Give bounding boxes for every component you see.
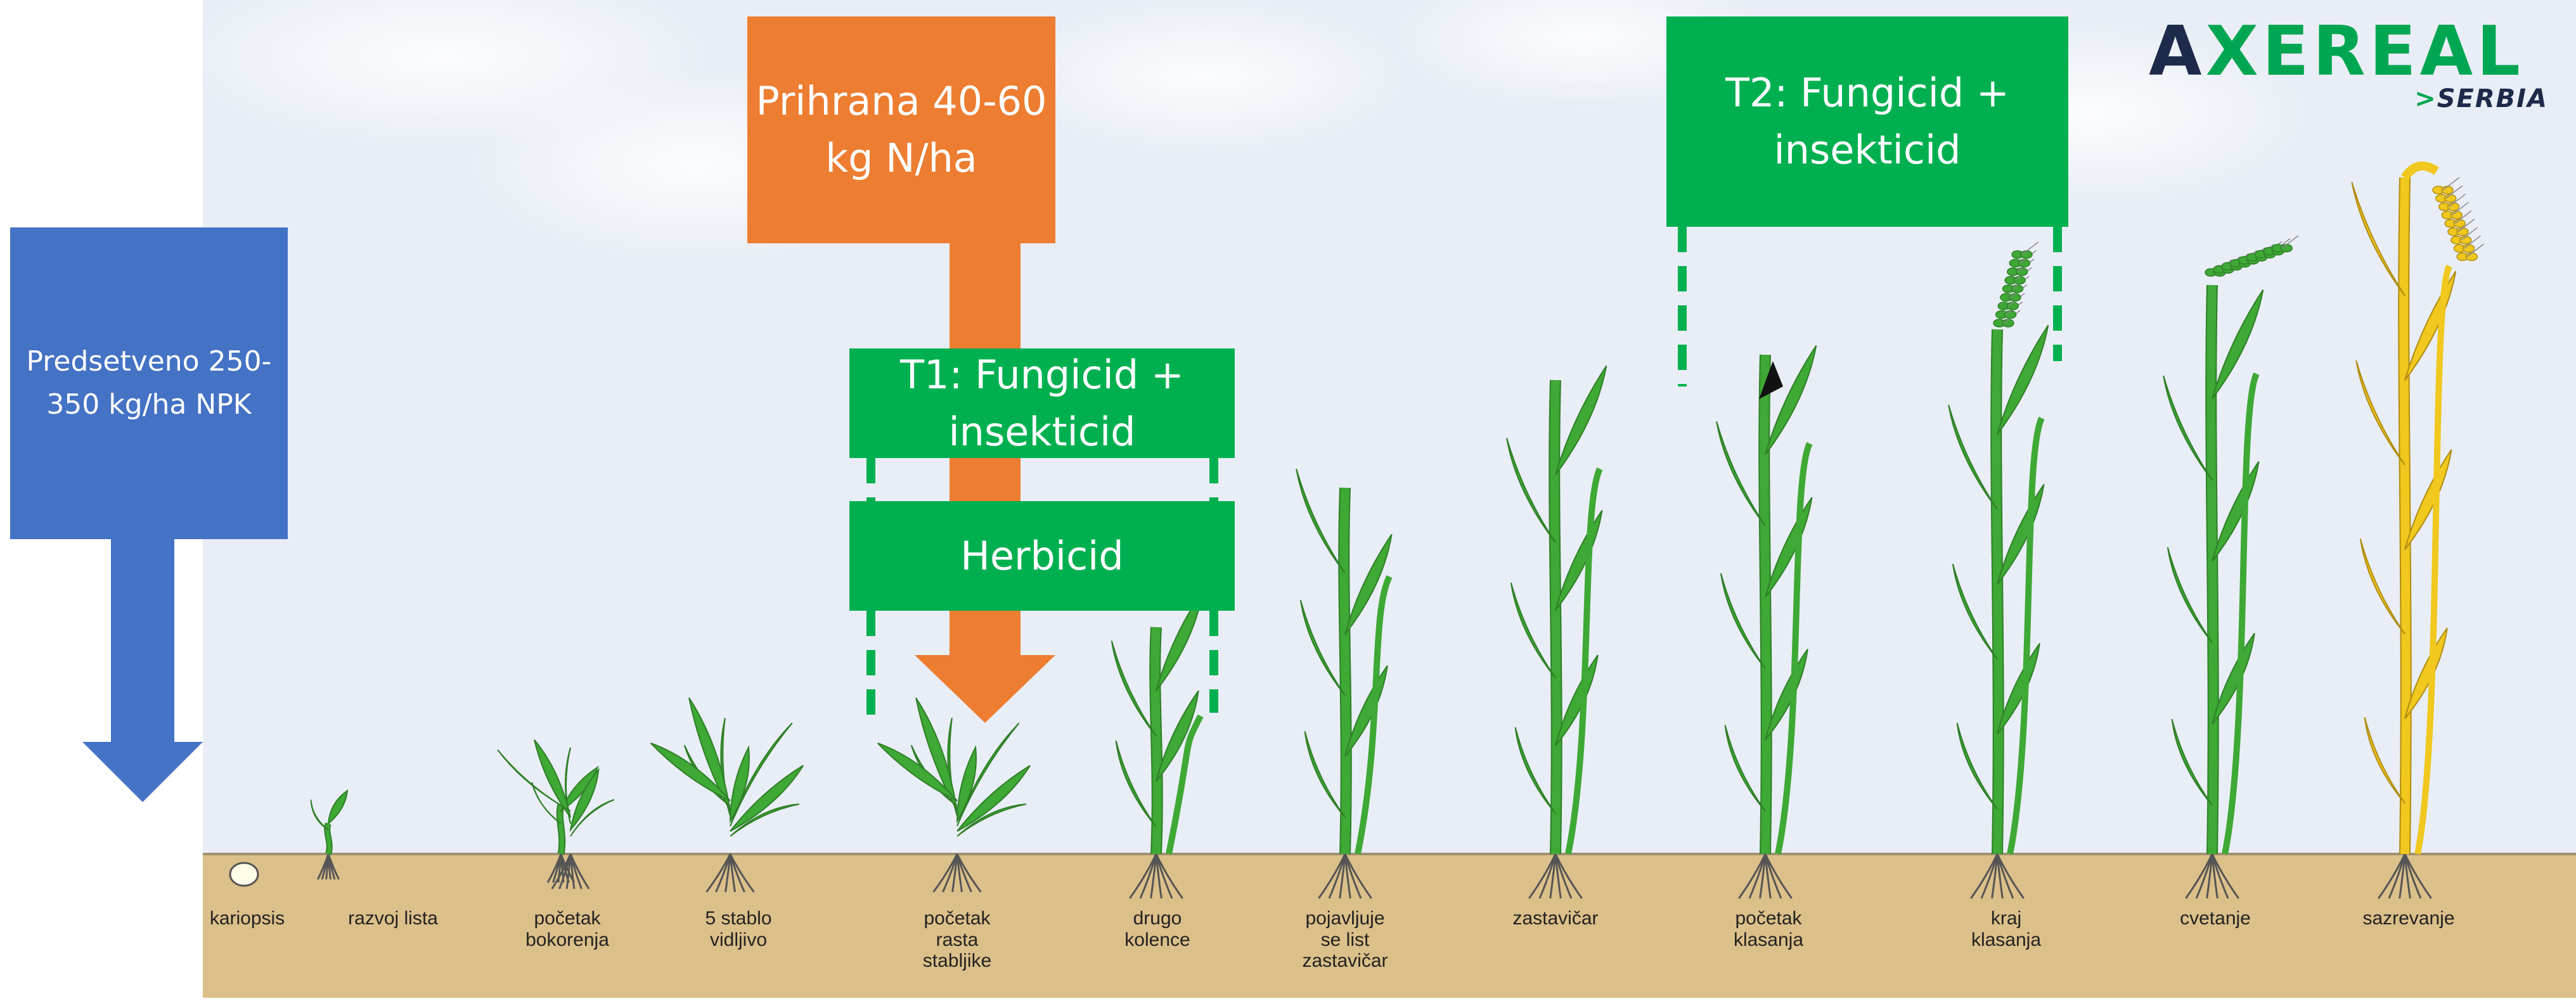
stage-label: razvoj lista xyxy=(348,908,438,929)
presowing-arrow-shaft xyxy=(111,539,174,742)
plant-stage-10 xyxy=(1716,345,1817,899)
plant-stage-5 xyxy=(650,697,804,893)
axereal-logo: AXEREAL >SERBIA xyxy=(2149,12,2561,114)
herbicide-text: Herbicid xyxy=(960,532,1124,579)
topdress-fertilizer-box: Prihrana 40-60 kg N/ha xyxy=(747,16,1055,243)
plant-stage-3 xyxy=(531,765,599,883)
t1-fungicide-box: T1: Fungicid + insekticid xyxy=(849,348,1235,458)
stage-label: kraj klasanja xyxy=(1971,908,2042,950)
stage-label: početak klasanja xyxy=(1733,908,1804,950)
stage-label: početak rasta stabljike xyxy=(922,908,992,972)
plant-stage-13 xyxy=(2351,162,2484,899)
plant-stage-8 xyxy=(1296,468,1393,899)
presowing-fertilizer-box: Predsetveno 250- 350 kg/ha NPK xyxy=(10,227,288,539)
stage-label: kariopsis xyxy=(209,908,285,929)
stage-label: sazrevanje xyxy=(2362,908,2455,929)
plant-stage-11 xyxy=(1948,241,2049,899)
t1-fungicide-text: T1: Fungicid + insekticid xyxy=(900,351,1184,455)
soil-strip xyxy=(203,854,2576,998)
brand-subtitle: >SERBIA xyxy=(2414,84,2548,113)
topdress-arrow-head xyxy=(915,655,1055,723)
plant-stage-9 xyxy=(1506,365,1607,899)
topdress-fertilizer-text: Prihrana 40-60 kg N/ha xyxy=(756,78,1047,181)
stage-label: 5 stablo vidljivo xyxy=(705,908,772,950)
plant-stage-1 xyxy=(229,862,259,887)
stage-label: cvetanje xyxy=(2180,908,2251,929)
stage-label: zastavičar xyxy=(1512,908,1599,929)
stage-label: početak bokorenja xyxy=(525,908,609,950)
plant-stage-4 xyxy=(497,739,615,889)
t2-fungicide-box: T2: Fungicid + insekticid xyxy=(1666,16,2068,227)
plant-stage-12 xyxy=(2163,235,2299,899)
stage-label: drugo kolence xyxy=(1124,908,1190,950)
t2-fungicide-text: T2: Fungicid + insekticid xyxy=(1725,70,2009,173)
presowing-fertilizer-text: Predsetveno 250- 350 kg/ha NPK xyxy=(26,345,272,421)
herbicide-box: Herbicid xyxy=(849,501,1235,611)
plant-stage-6 xyxy=(877,697,1031,893)
wheat-plants xyxy=(229,162,2484,899)
stage-label: pojavljuje se list zastavičar xyxy=(1302,908,1388,972)
brand-wordmark: AXEREAL xyxy=(2149,12,2524,91)
plant-stage-2 xyxy=(310,789,349,880)
plant-stage-7 xyxy=(1111,590,1204,899)
presowing-arrow-head xyxy=(82,742,203,802)
